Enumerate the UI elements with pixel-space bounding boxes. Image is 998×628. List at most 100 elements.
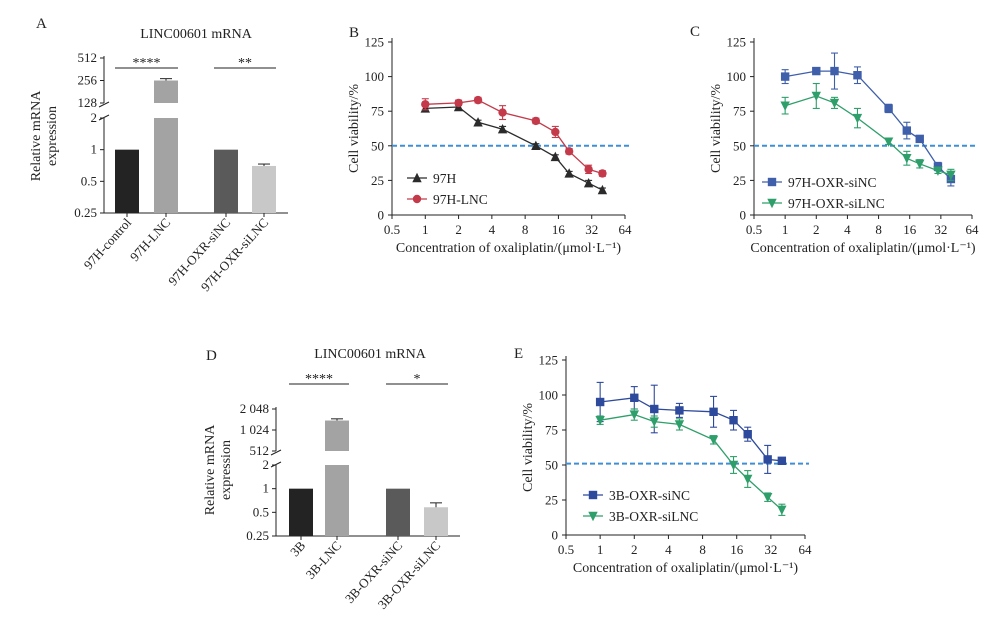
x-tick-label: 8 (522, 222, 529, 237)
x-axis-label: Concentration of oxaliplatin/(μmol·L⁻¹) (750, 241, 975, 256)
data-point (709, 407, 718, 416)
data-point (412, 172, 422, 183)
y-axis-label: Cell viability/% (521, 403, 536, 492)
data-point (728, 460, 739, 471)
data-point (946, 170, 956, 181)
data-point (767, 177, 777, 187)
y-tick-label: 125 (727, 35, 747, 50)
y-axis-label: Cell viability/% (709, 84, 724, 173)
y-tick-label: 25 (733, 173, 746, 188)
data-point (473, 117, 483, 127)
x-tick-label: 1 (597, 542, 604, 557)
x-tick-label: 16 (552, 222, 566, 237)
y-tick-label: 100 (365, 69, 385, 84)
series-line (784, 70, 952, 180)
y-tick-label: 25 (371, 173, 384, 188)
y-tick-label: 2 (91, 110, 98, 125)
data-point (729, 416, 738, 425)
y-tick-label: 75 (371, 104, 384, 119)
series-1: 3B-OXR-siLNC (583, 408, 787, 524)
y-tick-label: 0 (552, 528, 559, 543)
panel-b: B 0 25 50 75 100 125 0.5 1 2 4 8 16 32 64 Concentration… (347, 25, 632, 256)
y-tick-label: 125 (539, 353, 559, 368)
x-tick-label: 0.5 (558, 542, 574, 557)
y-tick-label: 50 (733, 138, 746, 153)
data-point (780, 101, 790, 111)
data-point (852, 113, 863, 124)
panel-c: C 0 25 50 75 100 125 0.5 1 2 4 8 16 32 64 Concentration… (690, 24, 979, 256)
bar (424, 507, 448, 536)
y-tick-label: 100 (539, 388, 559, 403)
data-point (829, 98, 840, 109)
x-tick-label: 32 (934, 222, 947, 237)
panel-label: B (349, 25, 359, 41)
data-point (531, 140, 541, 150)
bar (252, 165, 276, 213)
data-point (884, 104, 893, 113)
data-point (498, 108, 507, 117)
x-tick-label: 32 (764, 542, 777, 557)
series-1: 97H-OXR-siLNC (762, 82, 956, 211)
data-point (412, 194, 422, 204)
y-tick-label: 75 (733, 104, 746, 119)
legend-entry: 3B-OXR-siNC (609, 488, 690, 503)
x-tick-label: 0.5 (384, 222, 400, 237)
x-tick-label: 2 (455, 222, 462, 237)
series-0: 97H (407, 101, 608, 195)
y-tick-label: 0.5 (81, 173, 97, 188)
data-point (915, 134, 924, 144)
y-tick-label: 512 (250, 443, 270, 458)
x-tick-label: 1 (782, 222, 789, 237)
x-tick-label: 8 (875, 222, 882, 237)
x-tick-label: 97H-LNC (127, 215, 173, 264)
data-point (564, 168, 574, 178)
y-tick-label: 50 (371, 138, 384, 153)
data-point (763, 455, 772, 464)
data-point (497, 123, 508, 134)
x-tick-label: 3B-LNC (303, 538, 345, 582)
x-tick-label: 16 (730, 542, 744, 557)
x-tick-label: 16 (903, 222, 917, 237)
bar-upper (325, 420, 349, 451)
data-point (902, 154, 912, 164)
bar (115, 149, 139, 213)
y-tick-label: 1 (263, 481, 270, 496)
chart-title: LINC00601 mRNA (314, 347, 427, 362)
data-point (811, 91, 821, 102)
data-point (853, 71, 862, 80)
series-0: 97H-OXR-siNC (762, 52, 956, 190)
series-1: 97H-LNC (407, 95, 607, 207)
bar (214, 149, 238, 213)
panel-label: A (36, 16, 47, 32)
x-tick-label: 64 (966, 222, 980, 237)
x-tick-label: 4 (844, 222, 851, 237)
data-point (531, 116, 541, 126)
data-point (915, 159, 925, 169)
data-point (630, 393, 639, 402)
x-tick-label: 1 (422, 222, 429, 237)
bar-lower (325, 465, 349, 536)
data-point (674, 420, 685, 430)
x-axis-label: Concentration of oxaliplatin/(μmol·L⁻¹) (573, 561, 798, 576)
y-axis-label-line: expression (45, 106, 60, 166)
data-point (649, 417, 659, 427)
data-point (902, 126, 912, 135)
data-point (584, 165, 593, 174)
data-point (597, 184, 608, 195)
y-tick-label: 75 (545, 423, 558, 438)
x-tick-label: 2 (631, 542, 638, 557)
y-axis-label-line: Relative mRNA (203, 424, 218, 515)
x-tick-label: 32 (585, 222, 598, 237)
bar (289, 488, 313, 536)
data-point (595, 416, 605, 426)
data-point (777, 456, 787, 465)
panel-e: E 0 25 50 75 100 125 0.5 1 2 4 8 16 32 64Concentration… (514, 346, 812, 576)
data-point (595, 397, 605, 407)
y-axis-label: Relative mRNAexpression (29, 90, 60, 181)
y-tick-label: 0.25 (74, 205, 97, 220)
legend-entry: 97H-LNC (433, 192, 488, 207)
data-point (473, 95, 483, 105)
y-tick-label: 512 (78, 50, 98, 65)
data-point (454, 98, 463, 108)
